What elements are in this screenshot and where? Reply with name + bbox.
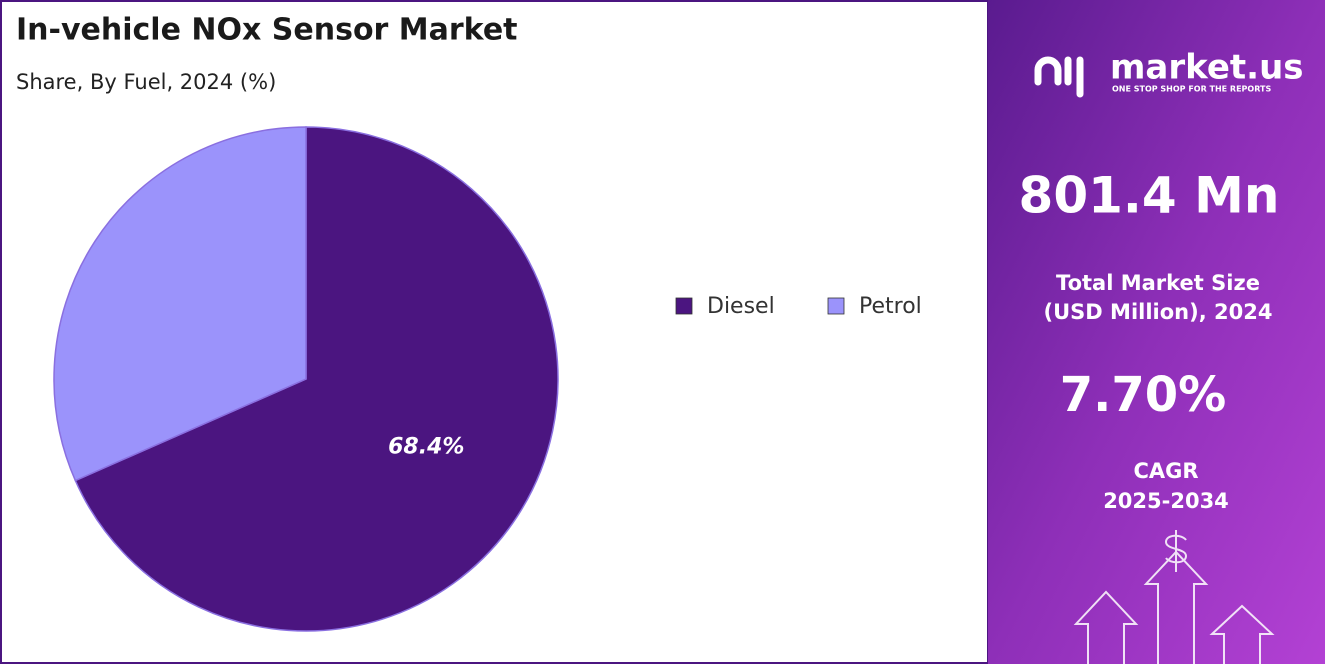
market-size-label: (USD Million), 2024 xyxy=(1044,300,1273,324)
cagr: 7.70% xyxy=(1060,367,1227,423)
market-size: 801.4 Mn xyxy=(1019,167,1280,225)
market-size-label: Total Market Size xyxy=(1056,271,1260,295)
arrows-decoration xyxy=(1073,530,1275,664)
legend-swatch xyxy=(827,297,845,315)
cagr-label: 2025-2034 xyxy=(1103,489,1229,513)
legend: Diesel Petrol xyxy=(675,294,922,319)
legend-swatch xyxy=(675,297,693,315)
logo-text: market.us xyxy=(1110,48,1304,88)
legend-label: Petrol xyxy=(859,294,922,319)
logo-icon xyxy=(1034,56,1084,98)
pie-slice xyxy=(74,126,559,632)
logo-tagline: ONE STOP SHOP FOR THE REPORTS xyxy=(1112,85,1271,94)
chart-title: In-vehicle NOx Sensor Market xyxy=(16,13,518,48)
data-label: 68.4% xyxy=(388,434,464,459)
side-panel xyxy=(988,0,1325,664)
pie-slice xyxy=(53,126,307,482)
pie: 68.4% xyxy=(53,126,559,632)
cagr-label: CAGR xyxy=(1133,459,1198,483)
chart-subtitle: Share, By Fuel, 2024 (%) xyxy=(16,70,276,94)
legend-label: Diesel xyxy=(707,294,775,319)
